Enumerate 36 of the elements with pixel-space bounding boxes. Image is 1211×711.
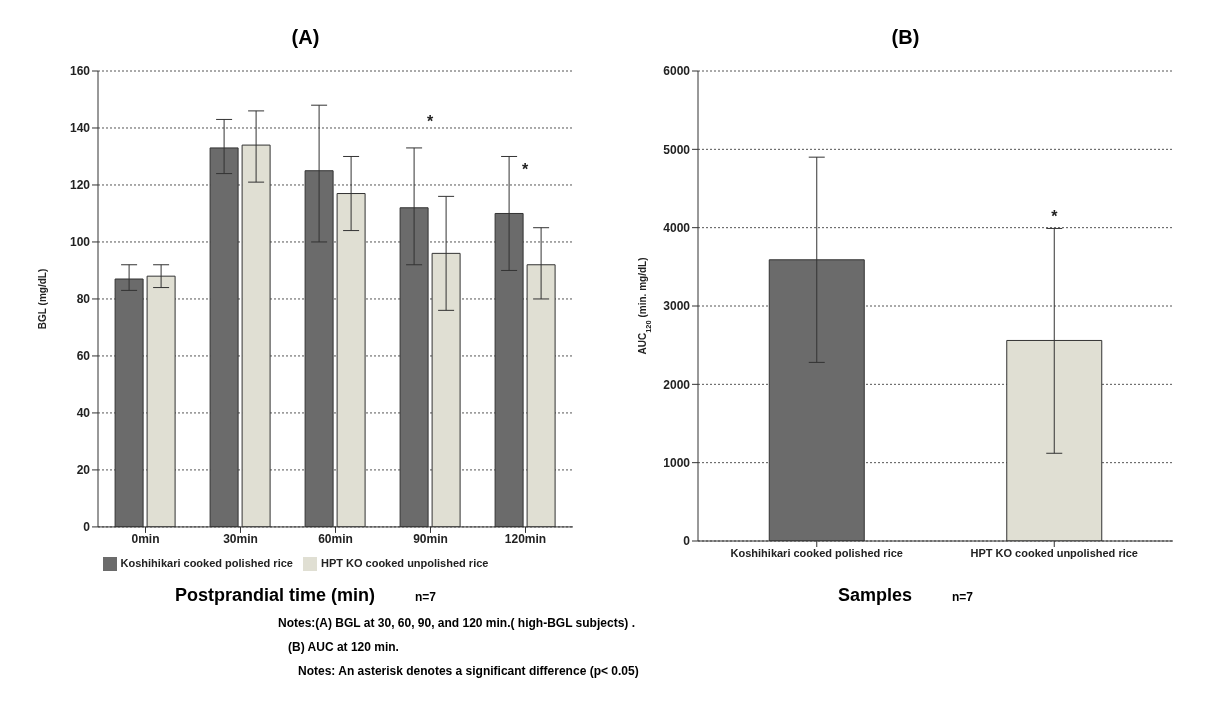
text: Notes:(A) BGL at 30, 60, 90, and 120 min.( high-BGL subjects) . — [278, 616, 635, 630]
y-tick-label: 2000 — [663, 377, 691, 392]
y-tick-label: 140 — [69, 121, 91, 136]
x-tick-label: 0min — [131, 532, 160, 547]
y-tick-label: 20 — [76, 463, 91, 478]
legend-label: HPT KO cooked unpolished rice — [320, 556, 489, 569]
y-tick-label: 5000 — [663, 142, 691, 157]
y-tick-label: 4000 — [663, 220, 691, 235]
y-tick-label: 40 — [76, 406, 91, 421]
x-axis-title: Postprandial time (min) — [174, 585, 375, 605]
x-tick-label: 120min — [504, 532, 547, 547]
y-tick-label: 3000 — [663, 299, 691, 314]
x-tick-label: 30min — [223, 532, 258, 547]
chart-title: (A) — [290, 26, 321, 49]
chart-title: (B) — [890, 26, 921, 49]
x-tick-label: 60min — [318, 532, 353, 547]
y-tick-label: 100 — [69, 235, 91, 250]
y-tick-label: 6000 — [663, 64, 691, 79]
annotation: * — [521, 161, 529, 179]
x-tick-label: 90min — [413, 532, 448, 547]
y-tick-label: 1000 — [663, 455, 691, 470]
annotation: * — [426, 113, 434, 131]
y-tick-label: 160 — [69, 64, 91, 79]
y-tick-label: 60 — [76, 349, 91, 364]
y-axis-title: BGL (mg/dL) — [37, 268, 48, 330]
y-tick-label: 0 — [83, 520, 91, 535]
annotation: * — [1051, 207, 1059, 225]
y-tick-label: 0 — [683, 534, 691, 549]
y-tick-label: 120 — [69, 178, 91, 193]
y-tick-label: 80 — [76, 292, 91, 307]
text: n=7 — [952, 590, 974, 604]
text: Notes: An asterisk denotes a significant difference (p< 0.05) — [298, 664, 639, 678]
legend-label: Koshihikari cooked polished rice — [120, 556, 293, 569]
text: n=7 — [415, 590, 437, 604]
x-axis-title: Samples — [837, 585, 913, 605]
text: (B) AUC at 120 min. — [288, 640, 400, 654]
